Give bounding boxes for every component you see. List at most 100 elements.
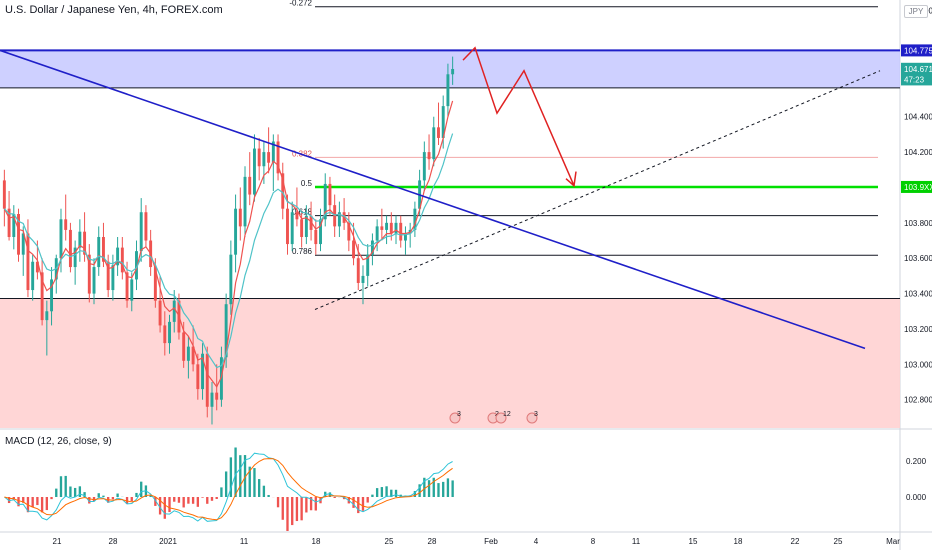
y-tick-label: 103.600 — [904, 254, 932, 263]
candle-body — [300, 219, 304, 237]
candle-body — [257, 148, 261, 167]
candle-body — [323, 183, 327, 220]
resistance-zone — [0, 50, 900, 88]
candle-body — [276, 141, 280, 174]
candle-body — [394, 222, 398, 234]
candle-body — [106, 261, 110, 291]
candle-body — [271, 141, 275, 163]
moving-average-slow — [3, 133, 454, 369]
candle-body — [295, 212, 299, 220]
candle-body — [328, 183, 332, 206]
candle-body — [337, 212, 341, 227]
candle-body — [68, 229, 72, 268]
candle-body — [31, 261, 35, 291]
event-marker-count: 3 — [457, 411, 461, 418]
fib-label: 0.786 — [292, 247, 313, 256]
candle-body — [111, 265, 115, 291]
candle-body — [267, 152, 271, 163]
candle-body — [361, 275, 365, 283]
candle-body — [314, 229, 318, 245]
projection-path — [462, 46, 575, 187]
macd-title: MACD (12, 26, close, 9) — [5, 436, 112, 447]
candle-body — [427, 152, 431, 160]
candle-body — [219, 357, 223, 400]
candle-body — [210, 392, 214, 407]
candle-body — [158, 300, 162, 326]
price-label: 47:23 — [904, 75, 925, 84]
candle-body — [92, 267, 96, 294]
event-marker-icon[interactable] — [495, 412, 507, 424]
macd-tick-label: 0.000 — [906, 493, 927, 502]
candle-body — [144, 212, 148, 241]
event-marker-count: 3 — [534, 411, 538, 418]
candle-body — [45, 311, 49, 321]
price-label-bg — [901, 73, 932, 86]
candle-body — [191, 346, 195, 365]
x-tick-label: 25 — [385, 537, 394, 546]
candle-body — [101, 236, 105, 262]
x-tick-label: 21 — [53, 537, 62, 546]
candle-body — [120, 247, 124, 273]
macd-line — [4, 452, 453, 522]
candle-body — [347, 222, 351, 241]
candle-body — [130, 279, 134, 301]
y-tick-label: 104.200 — [904, 148, 932, 157]
price-label-bg — [901, 62, 932, 75]
fib-label: -0.272 — [289, 0, 312, 8]
candle-body — [196, 364, 200, 390]
moving-average-fast — [3, 100, 454, 388]
candle-body — [437, 127, 440, 138]
x-tick-label: 15 — [689, 537, 698, 546]
candle-body — [248, 176, 252, 195]
candle-body — [441, 106, 445, 138]
candle-body — [59, 219, 63, 259]
x-tick-label: 2021 — [159, 537, 177, 546]
candle-body — [135, 251, 138, 280]
candle-body — [83, 231, 87, 255]
candle-body — [97, 236, 101, 268]
candle-body — [446, 74, 450, 107]
candle-body — [389, 222, 393, 234]
event-marker-icon[interactable] — [449, 412, 461, 424]
y-tick-label: 104.400 — [904, 113, 932, 122]
x-tick-label: 28 — [428, 537, 437, 546]
x-tick-label: 18 — [312, 537, 321, 546]
candle-body — [432, 127, 436, 160]
candle-body — [252, 148, 256, 195]
x-tick-label: 25 — [834, 537, 843, 546]
y-tick-label: 103.200 — [904, 325, 932, 334]
price-label-bg — [901, 44, 932, 57]
ascending-trendline-dashed — [314, 70, 881, 310]
event-marker-icon[interactable] — [526, 412, 538, 424]
price-scale-bg — [900, 0, 932, 550]
candle-body — [163, 325, 167, 344]
candle-body — [262, 152, 266, 167]
candle-body — [352, 240, 356, 259]
fib-label: 0.5 — [301, 179, 313, 188]
candle-body — [422, 152, 426, 181]
y-tick-label: 102.800 — [904, 396, 932, 405]
candle-body — [375, 226, 379, 241]
currency-badge[interactable]: JPY — [904, 5, 928, 18]
price-label: 103.9XX — [904, 183, 932, 192]
candle-body — [64, 219, 68, 230]
candle-body — [385, 222, 389, 230]
x-tick-label: 18 — [734, 537, 743, 546]
candle-body — [356, 258, 360, 283]
candle-body — [17, 214, 20, 255]
candle-body — [78, 231, 82, 248]
candle-body — [201, 353, 205, 390]
macd-signal-line — [4, 458, 453, 521]
x-tick-label: Feb — [484, 537, 498, 546]
candle-body — [286, 208, 289, 245]
candle-body — [319, 219, 322, 245]
x-tick-label: 8 — [591, 537, 596, 546]
candle-body — [139, 212, 143, 252]
candle-body — [50, 279, 54, 312]
macd-tick-label: 0.200 — [906, 457, 927, 466]
candle-body — [413, 208, 417, 230]
candle-body — [12, 214, 16, 237]
candle-body — [168, 321, 171, 344]
candle-body — [172, 300, 176, 322]
